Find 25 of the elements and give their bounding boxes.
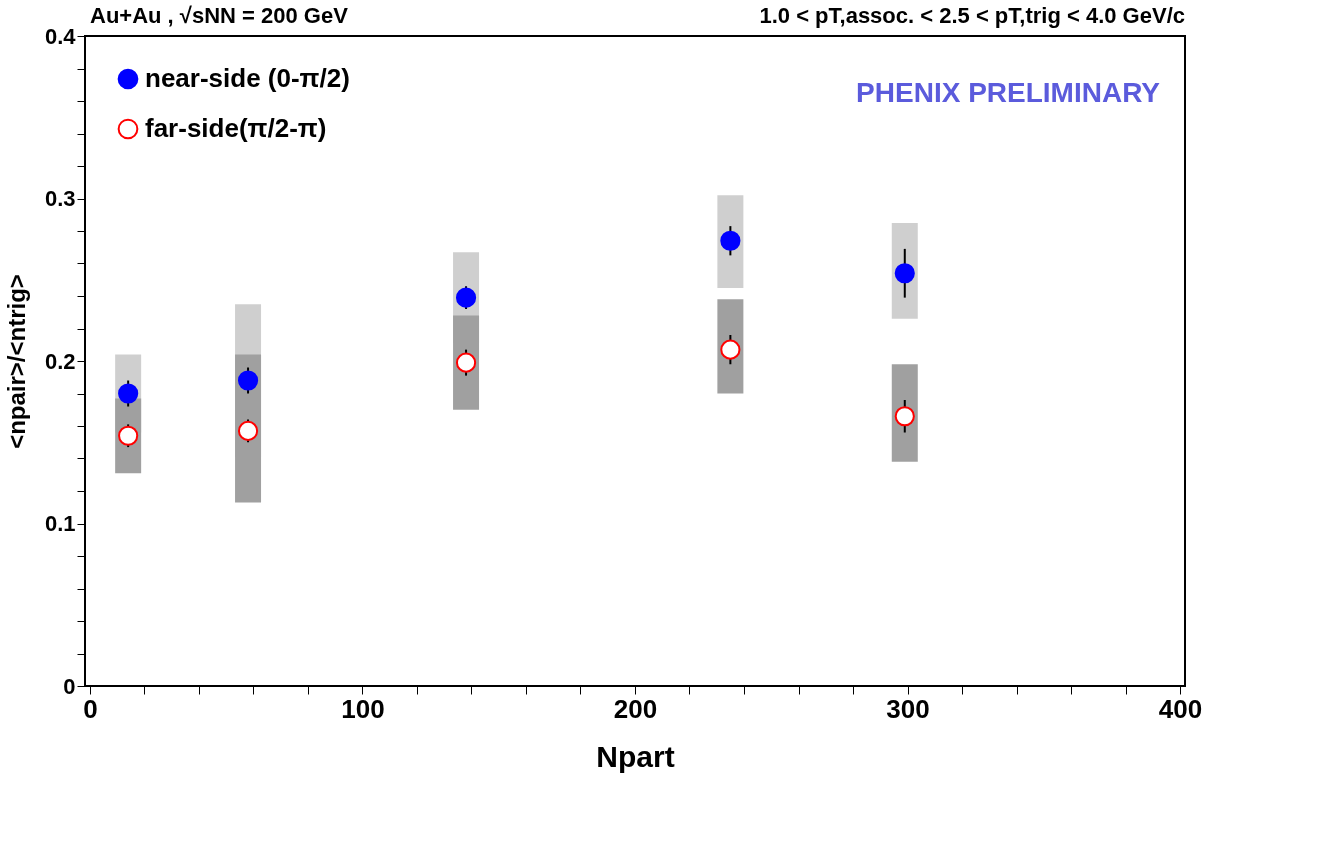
legend-label: near-side (0-π/2) xyxy=(145,63,350,93)
x-tick-label: 100 xyxy=(341,693,385,724)
point xyxy=(720,230,741,251)
point xyxy=(455,352,477,373)
point xyxy=(894,406,915,427)
text: 1.0 < pT,assoc. < 2.5 < pT,trig < 4.0 GeV/c xyxy=(759,3,1185,28)
point xyxy=(237,420,259,441)
y-tick-label: 0.3 xyxy=(44,186,76,211)
y-tick-label: 0 xyxy=(63,673,76,699)
y-axis-title: <npair>/<ntrig> xyxy=(2,274,30,449)
point xyxy=(455,287,477,308)
annotation: PHENIX PRELIMINARY xyxy=(856,77,1161,108)
x-tick-label: 0 xyxy=(83,693,98,724)
point xyxy=(237,370,259,391)
y-tick-label: 0.1 xyxy=(44,511,76,536)
text: Au+Au , √sNN = 200 GeV xyxy=(90,3,349,28)
point xyxy=(894,263,915,284)
x-tick-label: 300 xyxy=(886,693,930,724)
x-tick-label: 200 xyxy=(613,693,658,724)
point xyxy=(720,339,741,360)
legend-label: far-side(π/2-π) xyxy=(145,113,327,143)
x-tick-label: 400 xyxy=(1158,693,1203,724)
y-tick-label: 0.4 xyxy=(44,23,77,49)
y-tick-label: 0.2 xyxy=(44,348,76,374)
x-axis-title: Npart xyxy=(596,739,675,773)
